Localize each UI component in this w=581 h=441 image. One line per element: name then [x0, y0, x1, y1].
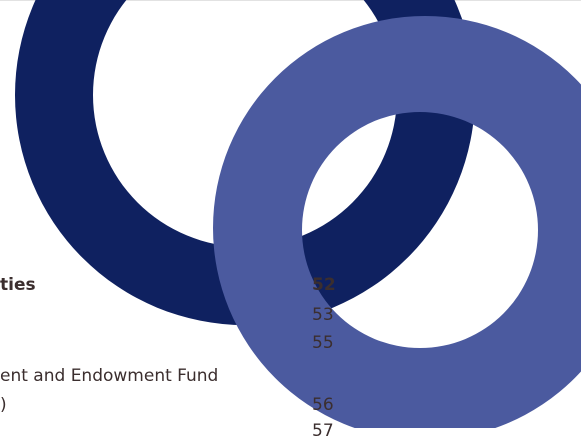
- entry-title: ties: [0, 275, 36, 295]
- entry-page: 56: [312, 395, 334, 415]
- entry-page: 53: [312, 305, 334, 325]
- entry-page: 52: [312, 275, 336, 295]
- entry-page: 57: [312, 421, 334, 441]
- entry-title: ): [0, 395, 7, 415]
- page: ties 52 53 55 ent and Endowment Fund ) 5…: [0, 0, 581, 428]
- entry-page: 55: [312, 333, 334, 353]
- decoration: [0, 0, 581, 428]
- entry-title: ent and Endowment Fund: [0, 366, 218, 386]
